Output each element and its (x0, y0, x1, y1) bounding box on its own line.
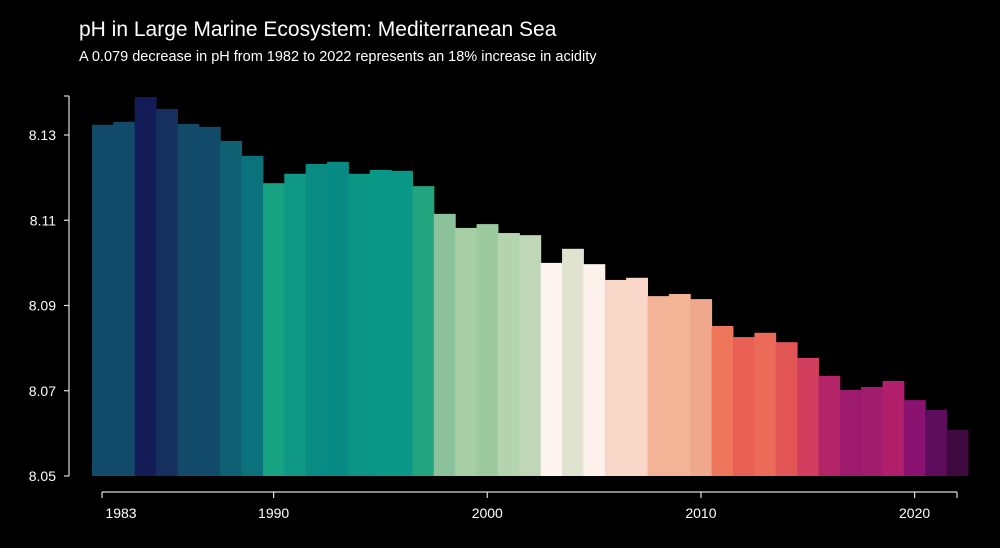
x-tick-label: 2010 (685, 505, 716, 521)
bar-1996 (391, 170, 413, 476)
y-tick-label: 8.11 (30, 212, 56, 228)
bar-1997 (412, 186, 435, 476)
bar-1991 (284, 173, 307, 476)
bar-1988 (220, 140, 243, 476)
bar-2002 (519, 235, 542, 476)
y-tick-label: 8.07 (29, 383, 56, 399)
bar-1994 (348, 173, 371, 476)
bar-1999 (455, 227, 478, 476)
bar-2022 (946, 429, 969, 476)
bar-2005 (583, 264, 606, 476)
bar-2014 (775, 342, 798, 476)
y-tick-label: 8.13 (29, 127, 56, 143)
bar-1993 (327, 161, 349, 476)
bar-1985 (156, 108, 178, 476)
bar-2018 (861, 386, 884, 476)
y-tick-label: 8.09 (29, 298, 56, 314)
bar-1990 (262, 183, 285, 476)
bar-2017 (839, 389, 862, 476)
bar-1986 (177, 123, 200, 476)
chart-title: pH in Large Marine Ecosystem: Mediterran… (79, 18, 557, 41)
bar-2003 (540, 262, 563, 476)
bar-1995 (369, 169, 392, 476)
bar-2010 (690, 299, 713, 476)
bar-2001 (497, 233, 520, 476)
chart-subtitle: A 0.079 decrease in pH from 1982 to 2022… (79, 49, 597, 65)
bar-1982 (92, 124, 114, 477)
bar-2020 (903, 400, 926, 476)
bar-2000 (476, 224, 499, 476)
bar-2008 (647, 296, 670, 476)
bar-2007 (626, 277, 649, 476)
bar-1987 (198, 126, 221, 477)
bar-2021 (925, 409, 948, 476)
x-tick-label: 1990 (258, 505, 289, 521)
x-tick-label: 2020 (899, 505, 930, 521)
bar-2009 (668, 293, 691, 476)
bar-2011 (711, 325, 734, 476)
x-tick-label: 1983 (105, 505, 136, 521)
bar-2013 (754, 332, 777, 476)
bar-1984 (134, 97, 157, 476)
y-tick-label: 8.05 (29, 468, 56, 484)
bar-1983 (113, 121, 136, 476)
bar-2006 (604, 279, 627, 476)
bar-2004 (562, 248, 584, 476)
bar-1998 (433, 213, 456, 476)
bar-2012 (732, 337, 755, 476)
bar-2019 (882, 380, 905, 476)
bar-1989 (241, 155, 264, 477)
bar-2016 (818, 375, 841, 476)
bar-1992 (305, 163, 328, 477)
bar-2015 (797, 357, 819, 476)
x-tick-label: 2000 (472, 505, 503, 521)
